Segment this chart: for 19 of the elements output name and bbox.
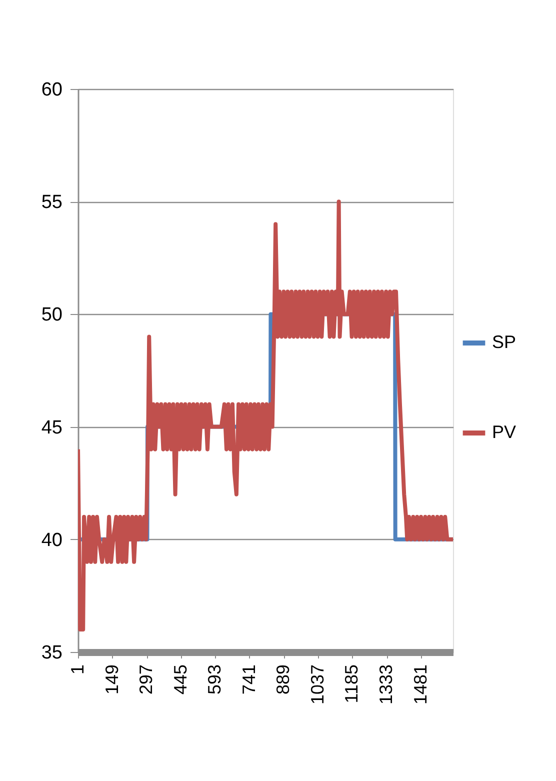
x-tick-label: 1333 — [376, 664, 396, 705]
y-tick-label: 40 — [41, 530, 62, 551]
legend-label: SP — [492, 332, 516, 352]
x-tick-label: 445 — [170, 664, 190, 695]
y-tick-label: 50 — [41, 304, 62, 326]
x-tick-label: 741 — [238, 664, 259, 695]
x-tick-label: 1185 — [342, 664, 362, 704]
y-tick-label: 45 — [41, 417, 62, 438]
legend-label: PV — [492, 422, 516, 442]
y-tick-label: 55 — [41, 192, 62, 214]
x-tick-label: 1481 — [410, 664, 430, 705]
x-tick-label: 593 — [204, 664, 225, 695]
x-tick-label: 1 — [68, 664, 88, 675]
x-tick-label: 1037 — [307, 664, 328, 705]
y-tick-label: 60 — [41, 80, 62, 100]
x-tick-label: 149 — [102, 664, 122, 695]
x-tick-label: 297 — [136, 664, 156, 695]
y-tick-label: 35 — [41, 642, 62, 664]
x-tick-label: 889 — [273, 664, 294, 695]
